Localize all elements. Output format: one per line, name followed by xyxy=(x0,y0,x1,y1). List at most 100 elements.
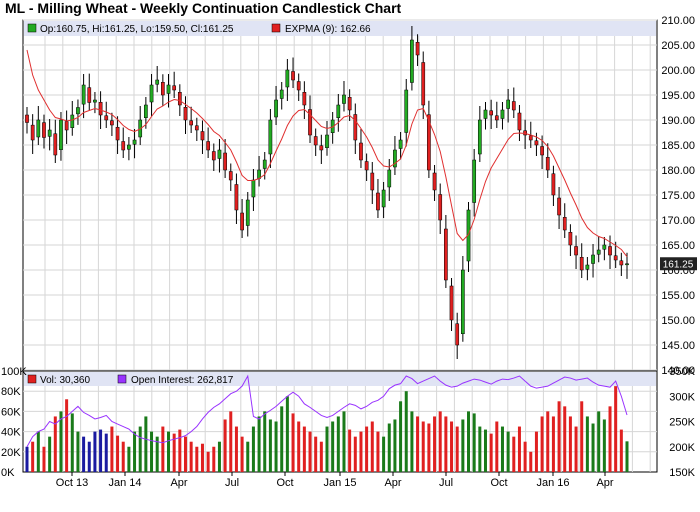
price-tick-label: 155.00 xyxy=(661,290,695,302)
volume-bar xyxy=(138,426,142,472)
candle-body xyxy=(223,152,227,171)
candle-body xyxy=(206,141,210,151)
volume-bar xyxy=(427,423,431,472)
candle-body xyxy=(160,82,165,96)
price-tick-label: 205.00 xyxy=(661,40,695,52)
candle-body xyxy=(42,122,46,138)
candle-body xyxy=(81,84,86,105)
candle-body xyxy=(489,110,494,116)
volume-bar xyxy=(393,419,397,472)
volume-bar xyxy=(240,436,244,472)
x-tick-label: Jan 14 xyxy=(108,477,141,489)
volume-tick-label: 0K xyxy=(1,467,15,479)
volume-bar xyxy=(467,411,471,472)
open-interest-tick-label: 300K xyxy=(669,391,695,403)
volume-bar xyxy=(48,436,52,472)
candle-body xyxy=(98,102,103,116)
price-tick-label: 170.00 xyxy=(661,215,695,227)
volume-bar xyxy=(557,401,561,472)
volume-bar xyxy=(455,426,459,472)
open-interest-tick-label: 200K xyxy=(669,442,695,454)
volume-bar xyxy=(342,411,346,472)
candle-body xyxy=(562,217,567,231)
candle-body xyxy=(557,197,561,216)
chart-title: ML - Milling Wheat - Weekly Continuation… xyxy=(5,0,402,16)
candle-body xyxy=(381,189,386,208)
candle-body xyxy=(387,169,392,188)
volume-bar xyxy=(133,431,137,472)
candle-body xyxy=(494,115,499,121)
volume-bar xyxy=(625,441,629,472)
oi-legend-swatch xyxy=(117,374,127,384)
price-tick-label: 195.00 xyxy=(661,90,695,102)
last-price-label: 161.25 xyxy=(663,259,694,270)
volume-bar xyxy=(410,411,414,472)
volume-bar xyxy=(523,441,527,472)
volume-bar xyxy=(568,416,572,472)
candle-body xyxy=(291,71,295,81)
volume-bar xyxy=(376,431,380,472)
volume-bar xyxy=(602,419,606,472)
price-y-axis: 210.00 205.00 200.00 195.00 190.00 185.00 180.… xyxy=(661,15,695,377)
volume-bar xyxy=(614,386,618,472)
volume-tick-label: 100K xyxy=(1,366,27,378)
volume-bar xyxy=(619,429,623,472)
candle-body xyxy=(449,285,454,321)
volume-bar xyxy=(399,401,403,472)
volume-bar xyxy=(121,441,125,472)
candle-body xyxy=(427,114,431,171)
candle-body xyxy=(110,120,114,126)
volume-bar xyxy=(314,436,318,472)
x-tick-label: Jul xyxy=(439,477,453,489)
volume-bar xyxy=(551,416,555,472)
open-interest-tick-label: 150K xyxy=(669,467,695,479)
volume-bar xyxy=(280,406,284,472)
volume-bar xyxy=(291,413,295,472)
candle-body xyxy=(36,119,41,138)
last-price-tag xyxy=(660,257,697,271)
candle-body xyxy=(166,84,171,94)
x-tick-label: Apr xyxy=(170,477,187,489)
candle-body xyxy=(404,89,409,133)
volume-bars xyxy=(25,386,629,472)
candle-body xyxy=(47,129,52,137)
volume-bar xyxy=(195,446,199,472)
volume-bar xyxy=(161,426,165,472)
candle-body xyxy=(591,254,595,264)
candle-body xyxy=(625,263,629,266)
volume-y-axis-left: 100K 80K 60K 40K 20K 0K xyxy=(1,366,27,479)
price-tick-label: 210.00 xyxy=(661,15,695,27)
candle-body xyxy=(472,159,477,203)
price-tick-label: 165.00 xyxy=(661,240,695,252)
candle-body xyxy=(319,145,324,151)
volume-bar xyxy=(416,416,420,472)
candle-body xyxy=(268,119,273,155)
ohlc-legend-swatch xyxy=(27,23,37,33)
candle-body xyxy=(370,172,375,191)
volume-bar xyxy=(234,426,238,472)
open-interest-tick-label: 350K xyxy=(669,366,695,378)
volume-bar xyxy=(580,401,584,472)
volume-bar xyxy=(591,423,595,472)
ma-legend: EXPMA (9): 162.66 xyxy=(285,24,371,35)
candle-body xyxy=(217,149,222,159)
candle-body xyxy=(308,109,312,136)
volume-bar xyxy=(53,416,57,472)
volume-bar xyxy=(274,421,278,472)
candle-body xyxy=(285,69,290,88)
volume-bar xyxy=(534,431,538,472)
x-tick-label: Jan 15 xyxy=(323,477,356,489)
volume-bar xyxy=(540,416,544,472)
x-axis: Oct 13 Jan 14 Apr Jul Oct Jan 15 Apr Jul Oct Jan … xyxy=(56,472,614,489)
volume-bar xyxy=(517,426,521,472)
candle-body xyxy=(115,127,120,141)
candle-body xyxy=(455,323,460,346)
candle-body xyxy=(274,99,278,118)
x-tick-label: Jul xyxy=(225,477,239,489)
volume-bar xyxy=(308,431,312,472)
volume-bar xyxy=(36,431,40,472)
candle-body xyxy=(410,39,414,83)
candle-body xyxy=(177,92,182,106)
candle-body xyxy=(234,184,239,211)
candle-body xyxy=(121,141,126,151)
